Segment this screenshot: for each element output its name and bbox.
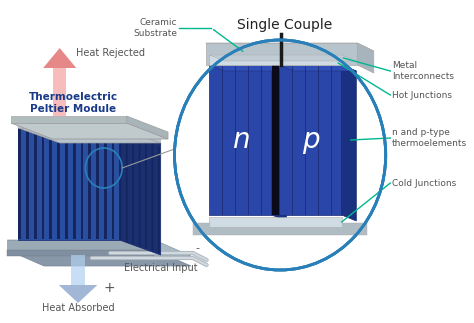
Text: Ceramic
Substrate: Ceramic Substrate <box>133 18 177 38</box>
Polygon shape <box>26 129 29 239</box>
Polygon shape <box>7 250 154 256</box>
Circle shape <box>174 40 386 270</box>
Text: Single Couple: Single Couple <box>237 18 332 32</box>
Text: p: p <box>301 126 319 154</box>
Polygon shape <box>18 129 21 239</box>
Polygon shape <box>279 65 356 71</box>
Polygon shape <box>49 129 52 239</box>
Polygon shape <box>127 116 168 139</box>
Polygon shape <box>152 143 154 251</box>
Text: Heat Absorbed: Heat Absorbed <box>42 303 114 313</box>
Polygon shape <box>11 116 127 123</box>
Text: Heat Rejected: Heat Rejected <box>76 48 145 58</box>
Polygon shape <box>210 217 342 227</box>
Polygon shape <box>210 55 356 61</box>
Text: -: - <box>195 243 200 253</box>
Polygon shape <box>81 129 83 239</box>
Polygon shape <box>126 131 128 242</box>
Polygon shape <box>18 128 119 240</box>
Polygon shape <box>43 48 76 68</box>
Polygon shape <box>34 129 36 239</box>
Polygon shape <box>210 55 342 65</box>
Polygon shape <box>59 285 97 303</box>
Polygon shape <box>119 128 161 255</box>
Polygon shape <box>42 129 45 239</box>
Polygon shape <box>158 146 160 253</box>
Polygon shape <box>18 128 161 143</box>
Text: n and p-type
thermoelements: n and p-type thermoelements <box>392 128 467 148</box>
Polygon shape <box>7 240 154 250</box>
Polygon shape <box>139 137 140 246</box>
Polygon shape <box>210 65 272 215</box>
Text: Electrical Input: Electrical Input <box>124 263 198 273</box>
Polygon shape <box>73 129 75 239</box>
Polygon shape <box>210 65 286 71</box>
Polygon shape <box>342 65 356 221</box>
Text: Metal
Interconnects: Metal Interconnects <box>392 61 454 81</box>
Polygon shape <box>88 129 91 239</box>
Polygon shape <box>206 43 374 51</box>
Text: n: n <box>232 126 249 154</box>
Polygon shape <box>7 240 191 256</box>
Polygon shape <box>272 65 286 221</box>
Text: Cold Junctions: Cold Junctions <box>392 179 456 187</box>
Polygon shape <box>357 43 374 73</box>
Polygon shape <box>53 68 66 116</box>
Polygon shape <box>71 255 85 285</box>
Text: +: + <box>104 281 115 295</box>
Text: Hot Junctions: Hot Junctions <box>392 90 452 99</box>
Polygon shape <box>57 129 60 239</box>
Polygon shape <box>104 129 107 239</box>
Polygon shape <box>206 43 357 65</box>
Text: Thermoelectric
Peltier Module: Thermoelectric Peltier Module <box>29 92 118 114</box>
Polygon shape <box>279 65 342 215</box>
Polygon shape <box>18 123 119 128</box>
Polygon shape <box>7 250 191 266</box>
Polygon shape <box>272 65 279 215</box>
Polygon shape <box>111 129 114 239</box>
Polygon shape <box>65 129 68 239</box>
Polygon shape <box>11 123 168 139</box>
Polygon shape <box>132 134 134 245</box>
Polygon shape <box>145 140 147 249</box>
Polygon shape <box>119 128 121 240</box>
Polygon shape <box>119 123 161 143</box>
Polygon shape <box>96 129 99 239</box>
Polygon shape <box>193 223 367 235</box>
